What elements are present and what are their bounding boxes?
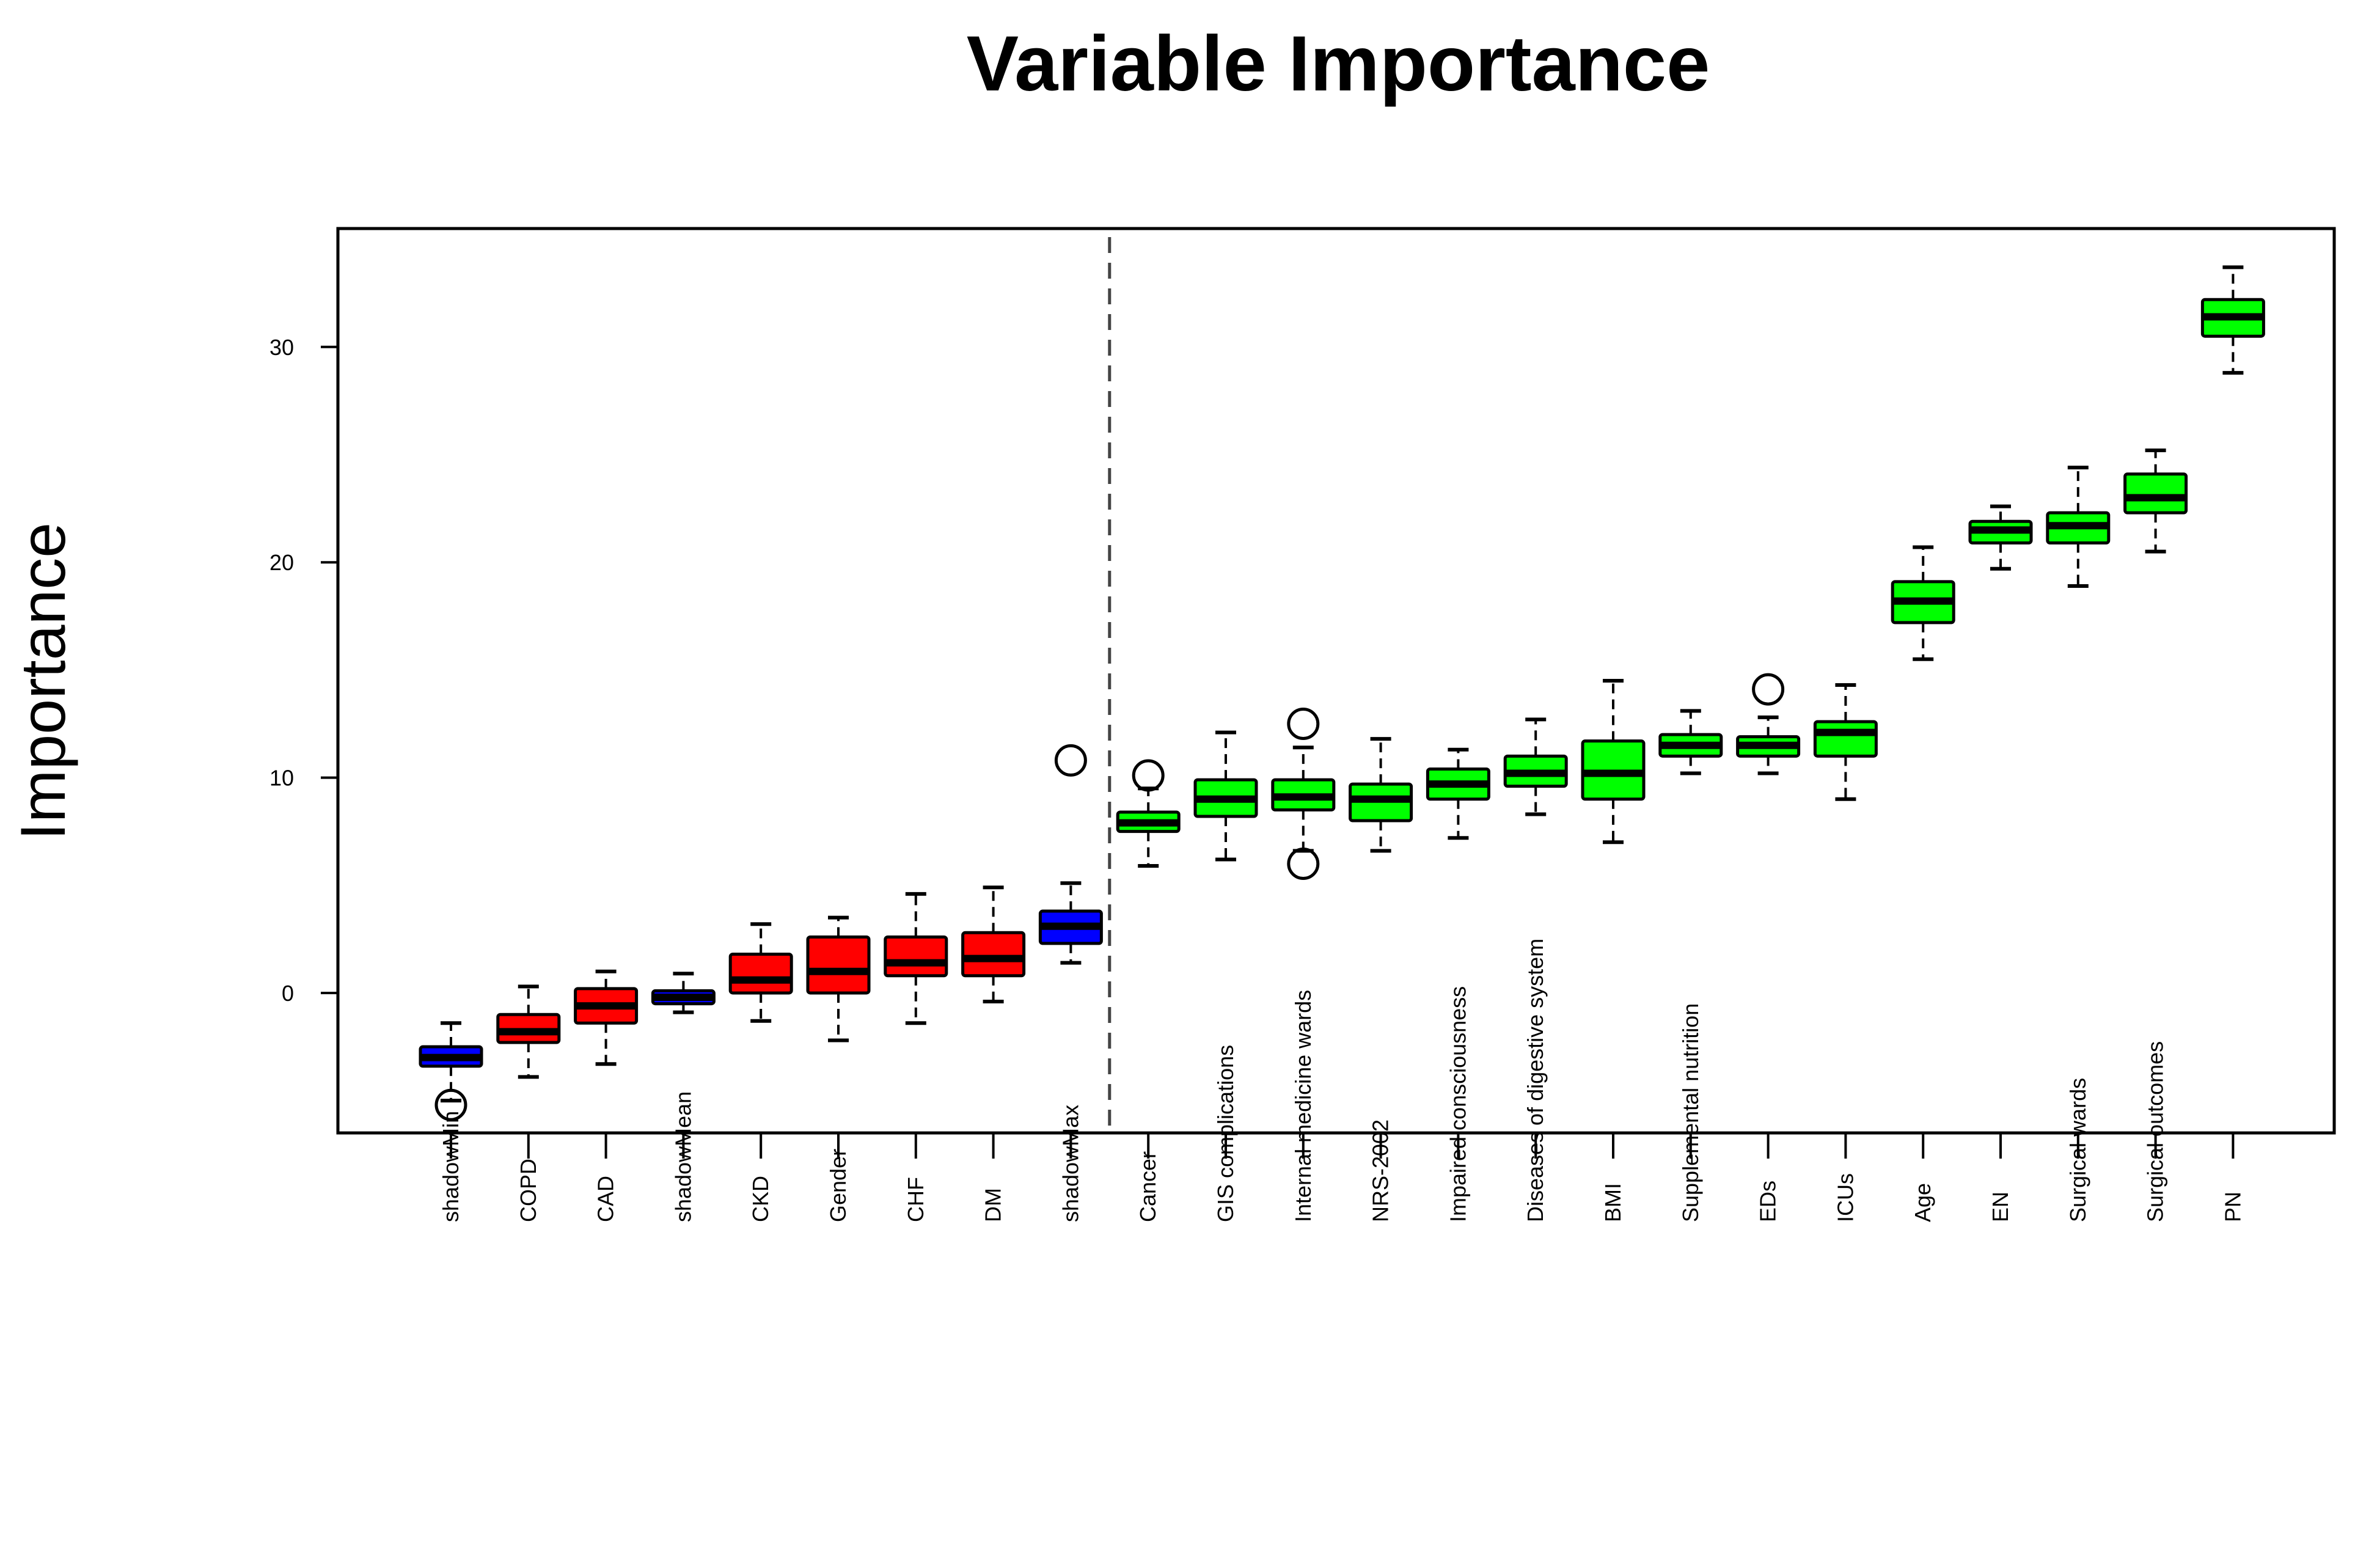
box-3 — [574, 969, 639, 1066]
x-tick-label: Diseases of digestive system — [1523, 939, 1548, 1222]
box-9 — [1038, 744, 1103, 965]
box-5 — [728, 922, 793, 1023]
x-tick-label: BMI — [1600, 1183, 1625, 1222]
box-body — [1813, 720, 1878, 758]
y-tick-label: 20 — [269, 550, 294, 575]
y-tick-label: 0 — [282, 981, 294, 1006]
x-axis: shadowMin COPD CAD shadowMean CKD Gender CHF DM… — [438, 939, 2245, 1222]
box-23 — [2123, 448, 2188, 554]
x-tick-label: CKD — [748, 1176, 773, 1222]
box-15 — [1503, 717, 1568, 816]
x-tick-label: EN — [1988, 1192, 2013, 1222]
box-4 — [651, 972, 716, 1014]
box-17 — [1658, 709, 1723, 775]
outlier-point — [434, 1088, 467, 1121]
x-tick-label: Age — [1910, 1183, 1935, 1222]
x-tick-label: shadowMean — [670, 1091, 695, 1222]
x-tick-label: COPD — [516, 1159, 541, 1222]
box-body — [2123, 472, 2188, 515]
y-axis: 0 10 20 30 — [269, 335, 338, 1006]
box-24 — [2200, 265, 2265, 375]
outlier-point — [1287, 707, 1320, 740]
x-tick-label: Impaired consciousness — [1445, 986, 1470, 1222]
box-14 — [1426, 747, 1490, 840]
x-tick-label: EDs — [1756, 1181, 1781, 1222]
box-13 — [1349, 737, 1413, 853]
x-tick-label: Internal medicine wards — [1291, 990, 1316, 1222]
box-6 — [806, 915, 871, 1042]
boxplot-group — [419, 265, 2265, 1121]
box-1 — [419, 1021, 483, 1121]
outlier-point — [1054, 744, 1087, 777]
box-body — [961, 931, 1026, 978]
x-tick-label: Cancer — [1135, 1151, 1160, 1222]
x-tick-label: ICUs — [1833, 1173, 1858, 1222]
chart-title: Variable Importance — [967, 20, 1710, 108]
x-tick-label: PN — [2220, 1192, 2245, 1222]
box-12 — [1271, 707, 1336, 881]
x-tick-label: CHF — [903, 1177, 928, 1222]
x-tick-label: CAD — [593, 1176, 618, 1222]
outlier-point — [1287, 848, 1320, 881]
box-body — [806, 935, 871, 995]
x-tick-label: Surgical wards — [2065, 1078, 2090, 1222]
y-axis-label: Importance — [8, 522, 79, 840]
box-2 — [496, 984, 561, 1079]
box-7 — [884, 892, 948, 1025]
y-tick-label: 30 — [269, 335, 294, 360]
outlier-point — [1132, 759, 1165, 792]
outlier-point — [1752, 673, 1785, 706]
box-21 — [1968, 504, 2033, 571]
box-body — [728, 953, 793, 995]
box-11 — [1193, 730, 1258, 862]
box-19 — [1813, 683, 1878, 801]
box-22 — [2046, 466, 2111, 588]
box-8 — [961, 885, 1026, 1004]
x-tick-label: Supplemental nutrition — [1678, 1003, 1703, 1222]
x-tick-label: DM — [981, 1188, 1006, 1222]
x-tick-label: shadowMax — [1058, 1105, 1083, 1222]
box-20 — [1891, 545, 1955, 661]
x-tick-label: shadowMin — [438, 1111, 463, 1222]
box-18 — [1736, 673, 1801, 775]
x-tick-label: Gender — [826, 1149, 851, 1222]
box-body — [884, 935, 948, 978]
box-10 — [1116, 759, 1181, 868]
plot-frame — [336, 227, 2336, 1135]
y-tick-label: 10 — [269, 766, 294, 791]
box-16 — [1581, 679, 1646, 844]
x-tick-label: NRS-2002 — [1368, 1119, 1393, 1222]
